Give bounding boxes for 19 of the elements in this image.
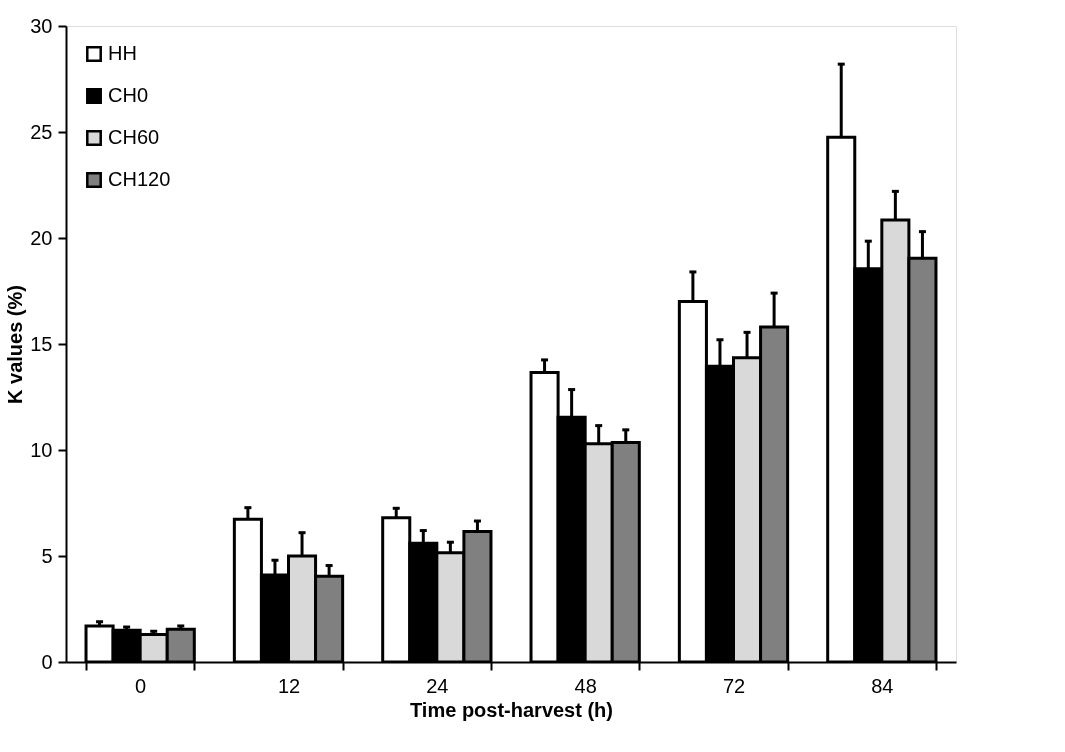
x-axis-title: Time post-harvest (h) — [410, 698, 613, 721]
x-tick-label: 0 — [135, 674, 147, 697]
y-tick-label: 15 — [30, 332, 53, 355]
y-tick-label: 10 — [30, 438, 53, 461]
y-tick-label: 5 — [41, 544, 53, 567]
x-tick-label: 12 — [277, 674, 301, 697]
y-axis-title: K values (%) — [4, 285, 27, 404]
y-tick-label: 25 — [30, 120, 53, 143]
legend-label: HH — [108, 42, 137, 64]
x-tick-label: 84 — [871, 674, 894, 697]
legend-label: CH120 — [108, 168, 171, 190]
x-tick-label: 48 — [574, 674, 597, 697]
y-tick-label: 0 — [41, 650, 53, 673]
x-tick-label: 72 — [722, 674, 746, 697]
x-tick-label: 24 — [426, 674, 449, 697]
legend-label: CH60 — [108, 126, 160, 148]
y-tick-label: 30 — [30, 14, 53, 37]
y-tick-label: 20 — [30, 226, 53, 249]
legend-label: CH0 — [108, 84, 149, 106]
